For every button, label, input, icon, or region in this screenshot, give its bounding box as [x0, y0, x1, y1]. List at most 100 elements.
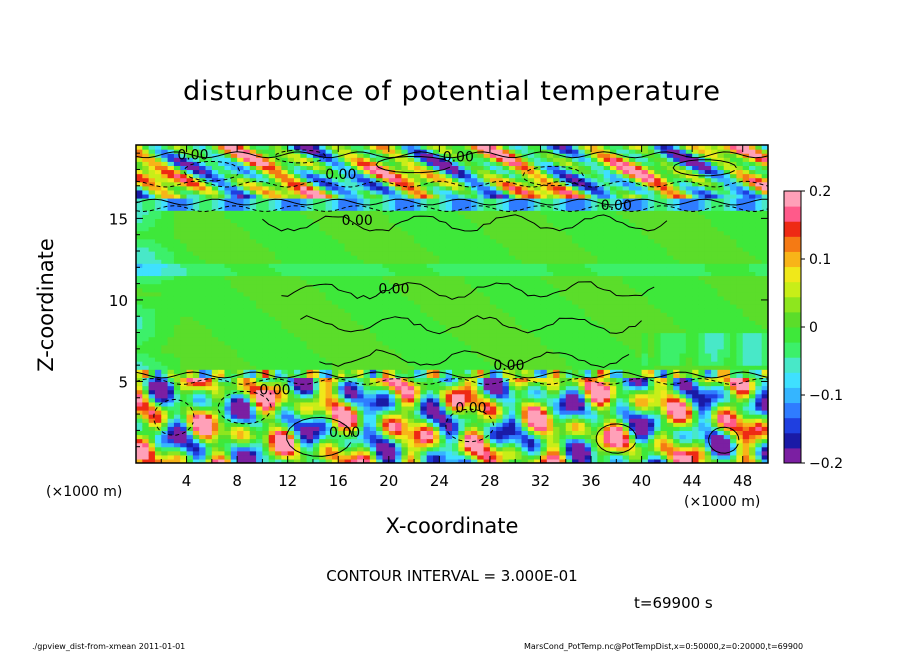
field-cell — [249, 434, 257, 440]
field-cell — [420, 173, 428, 179]
field-cell — [350, 405, 358, 411]
field-cell — [483, 410, 491, 415]
field-cell — [161, 299, 169, 305]
field-cell — [357, 336, 365, 342]
field-cell — [186, 287, 194, 293]
field-cell — [395, 397, 403, 403]
field-cell — [224, 304, 232, 309]
field-cell — [230, 234, 238, 240]
field-cell — [161, 434, 169, 440]
field-cell — [407, 340, 415, 346]
field-cell — [262, 348, 270, 354]
field-cell — [262, 279, 270, 285]
field-cell — [192, 218, 200, 224]
field-cell — [325, 210, 333, 215]
field-cell — [344, 255, 352, 260]
field-cell — [173, 401, 181, 407]
field-cell — [470, 271, 478, 277]
field-cell — [452, 283, 459, 289]
field-cell — [508, 344, 516, 350]
field-cell — [357, 340, 365, 346]
field-cell — [369, 410, 377, 415]
field-cell — [249, 165, 257, 171]
field-cell — [199, 259, 207, 264]
field-cell — [142, 251, 150, 256]
field-cell — [527, 153, 535, 158]
field-cell — [243, 312, 251, 317]
field-cell — [395, 328, 403, 334]
field-cell — [154, 246, 162, 252]
field-cell — [483, 352, 491, 358]
field-cell — [439, 336, 447, 342]
field-cell — [237, 206, 245, 211]
field-cell — [230, 426, 238, 431]
field-cell — [382, 165, 390, 171]
field-cell — [407, 222, 415, 228]
field-cell — [388, 312, 396, 317]
field-cell — [325, 283, 333, 289]
field-cell — [521, 414, 529, 419]
field-cell — [306, 218, 314, 224]
field-cell — [256, 222, 263, 228]
field-cell — [173, 336, 181, 342]
field-cell — [452, 149, 459, 154]
field-cell — [369, 189, 377, 195]
field-cell — [211, 352, 219, 358]
field-cell — [186, 279, 194, 285]
field-cell — [515, 458, 523, 463]
field-cell — [312, 434, 320, 440]
field-cell — [350, 263, 358, 268]
field-cell — [136, 336, 143, 342]
field-cell — [452, 238, 459, 244]
field-cell — [407, 442, 415, 448]
field-cell — [363, 206, 371, 211]
field-cell — [508, 287, 516, 293]
field-cell — [256, 332, 263, 338]
field-cell — [192, 299, 200, 305]
field-cell — [344, 308, 352, 313]
field-cell — [338, 255, 346, 260]
field-cell — [199, 361, 207, 366]
field-cell — [439, 173, 447, 179]
field-cell — [230, 299, 238, 305]
field-cell — [161, 361, 169, 366]
field-cell — [527, 214, 535, 219]
field-cell — [325, 377, 333, 383]
field-cell — [338, 169, 346, 175]
field-cell — [433, 263, 440, 268]
field-cell — [243, 397, 251, 403]
field-cell — [527, 263, 535, 268]
field-cell — [306, 328, 314, 334]
field-cell — [199, 161, 207, 166]
field-cell — [281, 458, 289, 463]
field-cell — [483, 295, 491, 301]
field-cell — [294, 332, 301, 338]
field-cell — [249, 222, 257, 228]
field-cell — [211, 275, 219, 281]
field-cell — [180, 177, 188, 183]
field-cell — [256, 324, 263, 330]
field-cell — [205, 259, 213, 264]
field-cell — [452, 291, 459, 297]
field-cell — [319, 434, 327, 440]
field-cell — [369, 316, 377, 321]
field-cell — [281, 169, 289, 175]
field-cell — [142, 430, 150, 436]
field-cell — [439, 401, 447, 407]
field-cell — [218, 405, 226, 411]
field-cell — [287, 263, 295, 268]
field-cell — [521, 255, 529, 260]
field-cell — [376, 275, 384, 281]
field-cell — [477, 291, 485, 297]
field-cell — [420, 169, 428, 175]
field-cell — [515, 373, 523, 378]
field-cell — [350, 446, 358, 452]
field-cell — [256, 312, 263, 317]
field-cell — [508, 308, 516, 313]
field-cell — [407, 365, 415, 370]
field-cell — [414, 181, 421, 187]
field-cell — [167, 328, 175, 334]
field-cell — [281, 328, 289, 334]
field-cell — [205, 173, 213, 179]
field-cell — [186, 340, 194, 346]
